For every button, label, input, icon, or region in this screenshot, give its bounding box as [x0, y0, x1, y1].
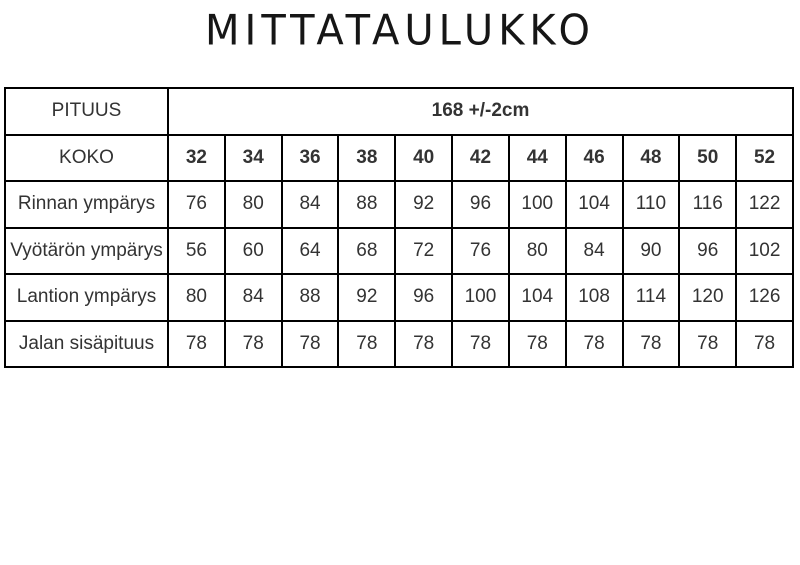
value-cell: 84 [223, 273, 283, 322]
row-label-vyotaron-ymparys: Vyötärön ympärys [4, 226, 169, 275]
value-cell: 78 [678, 319, 738, 368]
size-cell: 36 [280, 133, 340, 182]
value-cell: 104 [507, 273, 567, 322]
pituus-value: 168 +/-2cm [167, 87, 794, 136]
size-cell: 44 [507, 133, 567, 182]
size-cell: 34 [223, 133, 283, 182]
value-cell: 68 [337, 226, 397, 275]
value-cell: 80 [223, 180, 283, 229]
row-label-lantion-ymparys: Lantion ympärys [4, 273, 169, 322]
table-row-lantion-ymparys: Lantion ympärys 80 84 88 92 96 100 104 1… [4, 273, 794, 322]
value-cell: 72 [394, 226, 454, 275]
size-cell: 32 [167, 133, 226, 182]
value-cell: 126 [735, 273, 794, 322]
value-cell: 76 [167, 180, 226, 229]
size-cell: 50 [678, 133, 738, 182]
value-cell: 88 [337, 180, 397, 229]
table-row-vyotaron-ymparys: Vyötärön ympärys 56 60 64 68 72 76 80 84… [4, 226, 794, 275]
value-cell: 78 [394, 319, 454, 368]
value-cell: 78 [280, 319, 340, 368]
value-cell: 108 [564, 273, 624, 322]
value-cell: 116 [678, 180, 738, 229]
size-cell: 42 [451, 133, 510, 182]
size-cell: 46 [564, 133, 624, 182]
value-cell: 56 [167, 226, 226, 275]
value-cell: 84 [280, 180, 340, 229]
value-cell: 78 [223, 319, 283, 368]
table-row-pituus: PITUUS 168 +/-2cm [4, 87, 794, 136]
row-label-jalan-sisapituus: Jalan sisäpituus [4, 319, 169, 368]
table-row-rinnan-ymparys: Rinnan ympärys 76 80 84 88 92 96 100 104… [4, 180, 794, 229]
row-label-rinnan-ymparys: Rinnan ympärys [4, 180, 169, 229]
value-cell: 100 [507, 180, 567, 229]
value-cell: 100 [451, 273, 510, 322]
value-cell: 96 [678, 226, 738, 275]
measurement-table: PITUUS 168 +/-2cm KOKO 32 34 36 38 40 42… [4, 87, 794, 368]
value-cell: 64 [280, 226, 340, 275]
value-cell: 78 [451, 319, 510, 368]
value-cell: 122 [735, 180, 794, 229]
value-cell: 114 [621, 273, 681, 322]
value-cell: 90 [621, 226, 681, 275]
value-cell: 96 [451, 180, 510, 229]
value-cell: 78 [507, 319, 567, 368]
value-cell: 78 [337, 319, 397, 368]
page-title: MITTATAULUKKO [205, 6, 595, 56]
value-cell: 78 [167, 319, 226, 368]
value-cell: 78 [735, 319, 794, 368]
value-cell: 96 [394, 273, 454, 322]
value-cell: 80 [507, 226, 567, 275]
value-cell: 110 [621, 180, 681, 229]
value-cell: 92 [394, 180, 454, 229]
value-cell: 84 [564, 226, 624, 275]
table-row-koko: KOKO 32 34 36 38 40 42 44 46 48 50 52 [4, 133, 794, 182]
row-label-pituus: PITUUS [4, 87, 169, 136]
value-cell: 78 [564, 319, 624, 368]
size-cell: 52 [735, 133, 794, 182]
value-cell: 92 [337, 273, 397, 322]
value-cell: 60 [223, 226, 283, 275]
row-label-koko: KOKO [4, 133, 169, 182]
value-cell: 102 [735, 226, 794, 275]
value-cell: 88 [280, 273, 340, 322]
value-cell: 104 [564, 180, 624, 229]
size-cell: 40 [394, 133, 454, 182]
value-cell: 80 [167, 273, 226, 322]
size-cell: 38 [337, 133, 397, 182]
value-cell: 78 [621, 319, 681, 368]
table-row-jalan-sisapituus: Jalan sisäpituus 78 78 78 78 78 78 78 78… [4, 319, 794, 368]
value-cell: 120 [678, 273, 738, 322]
value-cell: 76 [451, 226, 510, 275]
size-cell: 48 [621, 133, 681, 182]
